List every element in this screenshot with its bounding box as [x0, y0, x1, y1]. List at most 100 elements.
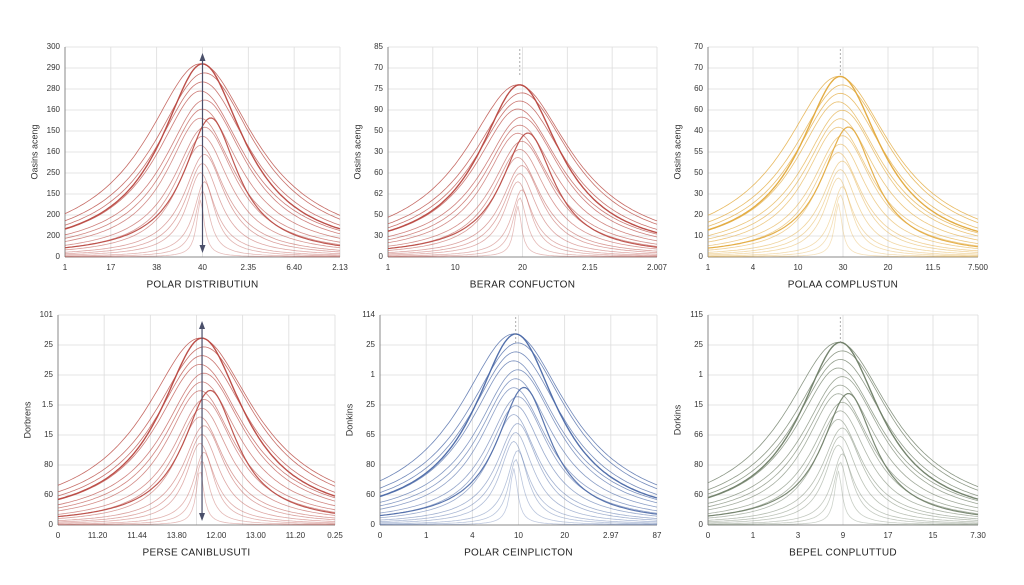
curve [707, 392, 979, 517]
y-tick-label: 115 [690, 310, 703, 319]
x-tick-label: 4 [470, 531, 475, 540]
y-tick-label: 25 [44, 370, 53, 379]
y-tick-label: 25 [366, 400, 375, 409]
curve [379, 432, 658, 523]
curve [387, 189, 658, 257]
y-tick-label: 0 [699, 520, 704, 529]
curve [57, 355, 336, 497]
x-tick-label: 2.13 [332, 263, 348, 272]
y-tick-label: 0 [371, 520, 376, 529]
y-tick-label: 50 [374, 126, 383, 135]
curve [57, 346, 336, 493]
curve [707, 101, 979, 234]
x-tick-label: 4 [751, 263, 756, 272]
y-tick-label: 200 [47, 210, 61, 219]
curve [707, 350, 979, 491]
curve [387, 108, 658, 235]
y-tick-label: 25 [694, 340, 703, 349]
y-tick-label: 0 [49, 520, 54, 529]
panel: 85 70 75 90 50 30 60 62 50 30 01 10 20 2.15 2.007 BERAR… [352, 42, 667, 291]
y-tick-label: 10 [694, 231, 703, 240]
curve [707, 384, 979, 509]
y-tick-label: 60 [366, 490, 375, 499]
y-tick-label: 60 [374, 168, 383, 177]
curve [58, 460, 336, 525]
y-tick-label: 20 [694, 210, 703, 219]
curve [380, 450, 658, 525]
curve [57, 451, 336, 525]
x-tick-label: 10 [451, 263, 460, 272]
curve [379, 342, 658, 490]
curve [379, 440, 658, 524]
curve [57, 443, 336, 524]
y-tick-label: 60 [694, 84, 703, 93]
y-tick-label: 200 [47, 231, 61, 240]
panel-title: POLAA COMPLUSTUN [788, 280, 898, 291]
x-tick-label: 20 [518, 263, 527, 272]
x-tick-label: 30 [839, 263, 848, 272]
curve [58, 471, 336, 526]
x-tick-label: 2.007 [647, 263, 668, 272]
curve [57, 399, 336, 515]
y-tick-label: 15 [694, 400, 703, 409]
y-tick-label: 80 [366, 460, 375, 469]
y-tick-label: 300 [47, 42, 61, 51]
y-tick-label: 150 [47, 126, 61, 135]
curve [379, 369, 658, 504]
y-tick-label: 55 [694, 147, 703, 156]
curve [387, 116, 658, 238]
curve [707, 75, 979, 233]
curve [388, 181, 657, 256]
y-tick-label: 280 [47, 84, 61, 93]
curve [707, 92, 979, 229]
arrow-head [199, 245, 206, 253]
curve [57, 337, 336, 501]
curve [388, 197, 657, 257]
x-tick-label: 10 [794, 263, 803, 272]
curve [707, 470, 978, 526]
x-tick-label: 13.80 [167, 531, 188, 540]
x-tick-label: 38 [152, 263, 161, 272]
y-axis-label: Oasins aceng [672, 124, 682, 179]
x-tick-label: 7.30 [970, 531, 986, 540]
y-tick-label: 160 [47, 147, 61, 156]
y-tick-label: 30 [694, 189, 703, 198]
curve [387, 84, 658, 234]
y-tick-label: 50 [374, 210, 383, 219]
panel: 101 25 25 1.5 15 80 60 00 11.20 11.44 13.80 12.00 13… [22, 310, 343, 559]
curve [387, 124, 658, 242]
curve [379, 386, 658, 517]
y-tick-label: 114 [362, 310, 375, 319]
arrow-head [199, 53, 206, 61]
x-tick-label: 0.25 [327, 531, 343, 540]
curve [387, 132, 658, 250]
y-tick-label: 75 [374, 84, 383, 93]
y-tick-label: 0 [56, 252, 61, 261]
curve [707, 135, 979, 247]
panel-title: POLAR CEINPLICTON [464, 548, 573, 559]
x-tick-label: 0 [706, 531, 711, 540]
y-tick-label: 250 [47, 168, 61, 177]
curve [387, 92, 658, 225]
y-tick-label: 40 [694, 126, 703, 135]
curve [707, 376, 979, 505]
panel-title: POLAR DISTRIBUTIUN [146, 280, 258, 291]
x-tick-label: 2.97 [603, 531, 619, 540]
curve [707, 367, 979, 502]
y-tick-label: 30 [374, 147, 383, 156]
curve [387, 132, 658, 245]
y-tick-label: 65 [366, 430, 375, 439]
curve [707, 109, 979, 237]
x-tick-label: 13.00 [246, 531, 267, 540]
curve [379, 458, 657, 525]
x-tick-label: 20 [884, 263, 893, 272]
curve [708, 186, 978, 257]
y-tick-label: 70 [374, 63, 383, 72]
x-tick-label: 17 [106, 263, 115, 272]
y-axis-label: Oasins aceng [29, 124, 39, 179]
y-tick-label: 50 [694, 168, 703, 177]
y-tick-label: 62 [374, 189, 383, 198]
x-tick-label: 12.00 [206, 531, 227, 540]
curve [387, 100, 658, 230]
